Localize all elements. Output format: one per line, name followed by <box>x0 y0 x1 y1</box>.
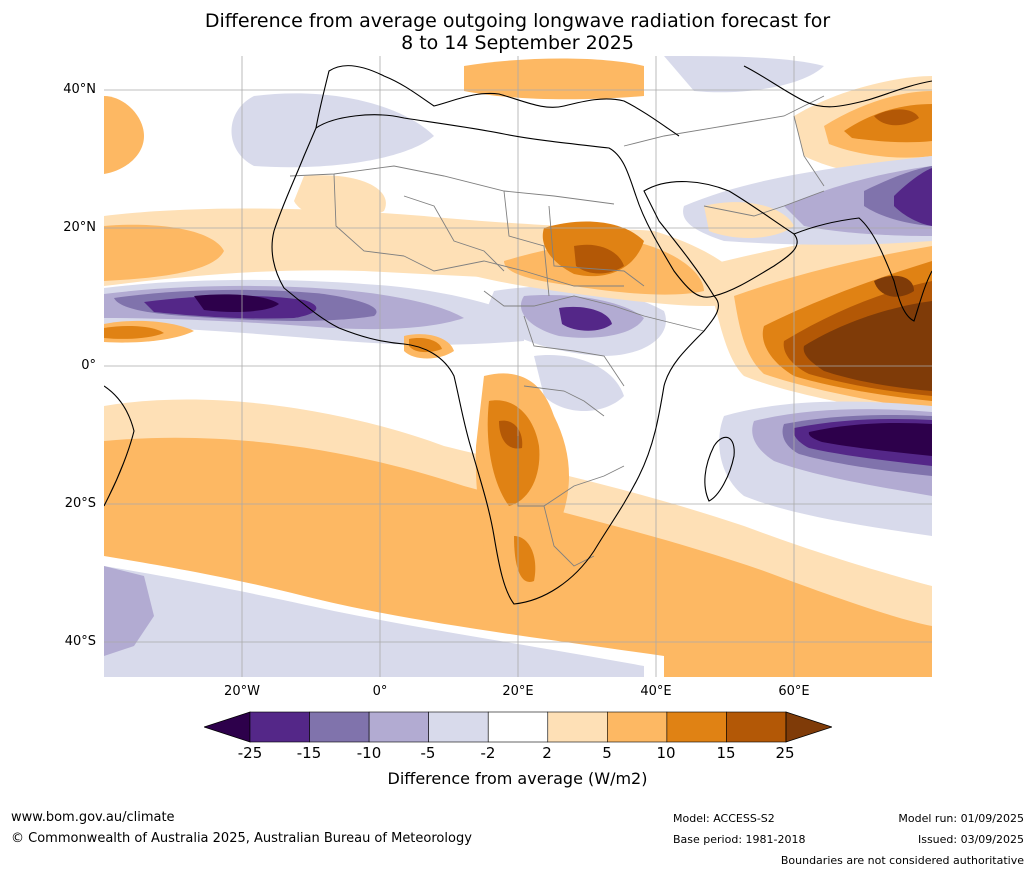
map-title: Difference from average outgoing longwav… <box>0 10 1035 54</box>
anomaly-map <box>104 56 932 677</box>
lon-label-60e: 60°E <box>778 684 810 699</box>
colorbar-tick-label: 15 <box>716 744 736 762</box>
arabia-coastline <box>643 181 798 297</box>
colorbar-segment <box>666 711 727 743</box>
colorbar-segment <box>309 711 370 743</box>
colorbar-segment <box>428 711 489 743</box>
lon-label-20e: 20°E <box>502 684 534 699</box>
south-america-coastline <box>104 385 135 507</box>
lon-label-0: 0° <box>372 684 388 699</box>
southern-africa-positive <box>404 334 569 601</box>
colorbar-tick-label: -15 <box>296 744 322 762</box>
colorbar <box>204 711 832 743</box>
colorbar-title: Difference from average (W/m2) <box>387 769 648 788</box>
colorbar-tick-label: -5 <box>420 744 436 762</box>
base-period-text: Base period: 1981-2018 <box>673 833 806 846</box>
graticule <box>104 56 932 677</box>
issued-text: Issued: 03/09/2025 <box>917 833 1024 846</box>
colorbar-segment <box>726 711 787 743</box>
disclaimer-text: Boundaries are not considered authoritat… <box>780 854 1024 867</box>
colorbar-tick-label: 2 <box>542 744 552 762</box>
coastlines <box>104 65 932 605</box>
model-run-text: Model run: 01/09/2025 <box>898 812 1024 825</box>
website-link[interactable]: www.bom.gov.au/climate <box>11 810 175 825</box>
south-indian-ocean-negative <box>719 401 932 536</box>
colorbar-tick-label: 10 <box>656 744 676 762</box>
colorbar-tick-label: -25 <box>237 744 263 762</box>
colorbar-extend-high <box>785 711 832 743</box>
lon-label-40e: 40°E <box>640 684 672 699</box>
lat-label-20n: 20°N <box>63 220 96 235</box>
colorbar-tick-label: -10 <box>356 744 382 762</box>
colorbar-tick-label: 5 <box>602 744 612 762</box>
colorbar-segment <box>607 711 668 743</box>
europe-coastline <box>315 65 680 137</box>
lon-label-20w: 20°W <box>224 684 260 699</box>
map-title-line2: 8 to 14 September 2025 <box>401 32 634 54</box>
colorbar-segment <box>547 711 608 743</box>
colorbar-segment <box>249 711 310 743</box>
africa-coastline <box>271 114 719 605</box>
colorbar-tick-label: -2 <box>480 744 496 762</box>
west-africa-negative-band <box>104 279 524 345</box>
colorbar-segment <box>368 711 429 743</box>
asia-anomalies <box>664 56 932 245</box>
map-title-line1: Difference from average outgoing longwav… <box>204 10 831 32</box>
lat-label-20s: 20°S <box>64 496 96 511</box>
colorbar-tick-label: 25 <box>775 744 795 762</box>
caspian-coastline <box>743 65 932 108</box>
copyright-text: © Commonwealth of Australia 2025, Austra… <box>11 831 472 846</box>
lat-label-40s: 40°S <box>64 634 96 649</box>
colorbar-segment <box>487 711 549 743</box>
lat-label-0: 0° <box>81 358 96 373</box>
country-boundaries <box>289 95 825 567</box>
india-coastline <box>793 217 932 322</box>
madagascar-coastline <box>704 436 735 502</box>
lat-label-40n: 40°N <box>63 82 96 97</box>
colorbar-extend-low <box>204 711 251 743</box>
model-text: Model: ACCESS-S2 <box>673 812 775 825</box>
